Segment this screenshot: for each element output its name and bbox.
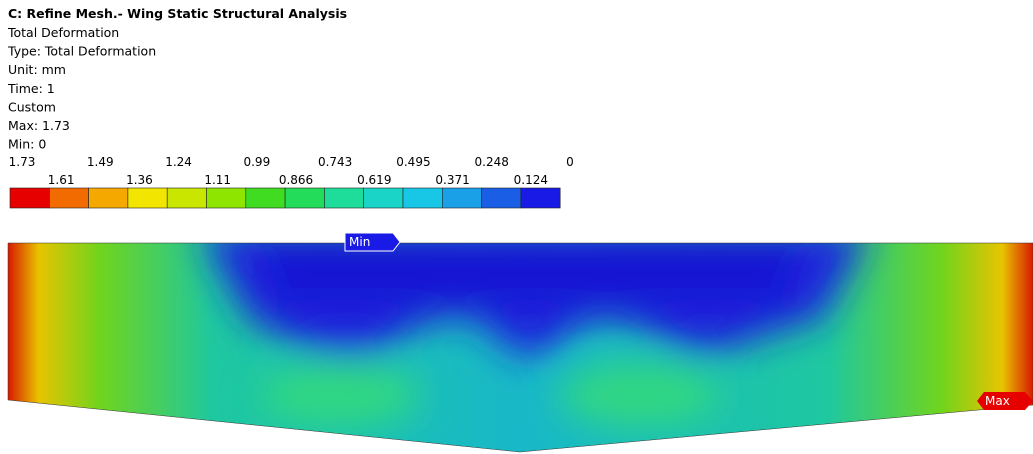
legend-label: 0.866 <box>279 173 313 187</box>
legend-label: 0.495 <box>396 155 430 169</box>
legend-label: 1.24 <box>165 155 192 169</box>
legend-label: 0.619 <box>357 173 391 187</box>
legend-label: 0.371 <box>435 173 469 187</box>
legend-label: 1.49 <box>87 155 114 169</box>
legend-label: 1.73 <box>9 155 36 169</box>
contour-plot <box>8 230 1033 452</box>
legend-band <box>246 188 285 208</box>
legend-band <box>167 188 206 208</box>
legend-label: 0.248 <box>475 155 509 169</box>
result-view: C: Refine Mesh.- Wing Static Structural … <box>0 0 1033 454</box>
legend-label: 1.36 <box>126 173 153 187</box>
header-line: Total Deformation <box>7 25 119 40</box>
legend-label: 0 <box>566 155 574 169</box>
header-line: Unit: mm <box>8 62 66 77</box>
legend-band <box>10 188 49 208</box>
legend-band <box>285 188 324 208</box>
legend-band <box>521 188 560 208</box>
legend-band <box>49 188 88 208</box>
legend-band <box>364 188 403 208</box>
legend-band <box>207 188 246 208</box>
legend-label: 1.11 <box>204 173 231 187</box>
legend-label: 0.743 <box>318 155 352 169</box>
legend-band <box>442 188 481 208</box>
legend-band <box>128 188 167 208</box>
header-line: Type: Total Deformation <box>7 44 156 59</box>
screenshot: C: Refine Mesh.- Wing Static Structural … <box>0 0 1033 454</box>
legend-label: 0.124 <box>514 173 548 187</box>
max-label: Max <box>985 394 1010 408</box>
legend-band <box>324 188 363 208</box>
header-line: Time: 1 <box>7 81 55 96</box>
legend-label: 1.61 <box>48 173 75 187</box>
min-label: Min <box>349 235 370 249</box>
header-line: Max: 1.73 <box>8 118 70 133</box>
legend-band <box>89 188 128 208</box>
header-line: Custom <box>8 99 56 114</box>
legend-label: 0.99 <box>243 155 270 169</box>
legend-band <box>403 188 442 208</box>
header-line: Min: 0 <box>8 137 46 152</box>
title: C: Refine Mesh.- Wing Static Structural … <box>8 6 347 21</box>
legend-band <box>482 188 521 208</box>
